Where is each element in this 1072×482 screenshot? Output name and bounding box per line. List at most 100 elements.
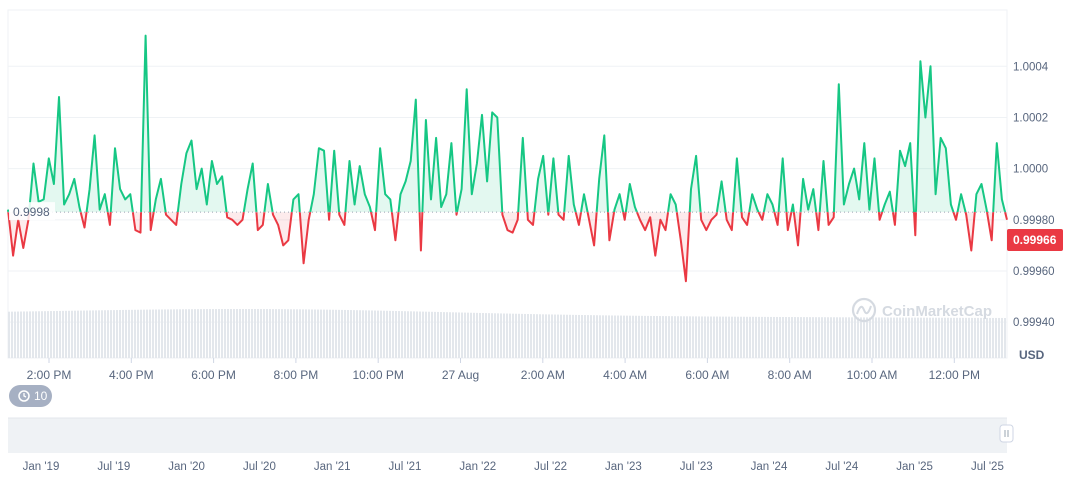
volume-bar [545, 314, 547, 358]
volume-bar [533, 314, 535, 358]
volume-bar [182, 309, 184, 358]
volume-bar [197, 309, 199, 358]
volume-bar [494, 313, 496, 358]
volume-bar [107, 310, 109, 358]
volume-bar [653, 315, 655, 358]
volume-bar [203, 309, 205, 358]
volume-bar [362, 310, 364, 358]
price-line-up [7, 34, 1007, 213]
navigator-tick-label: Jan '20 [168, 461, 205, 473]
navigator-handle[interactable] [999, 424, 1014, 443]
volume-bar [281, 309, 283, 358]
x-tick-label: 6:00 PM [191, 368, 236, 382]
volume-bar [245, 308, 247, 358]
volume-bar [683, 316, 685, 358]
volume-bar [227, 308, 229, 358]
volume-bar [935, 317, 937, 358]
volume-bar [23, 311, 25, 358]
volume-bar [365, 310, 367, 358]
volume-bar [83, 310, 85, 358]
volume-bar [785, 317, 787, 358]
volume-bar [89, 310, 91, 358]
volume-bar [836, 317, 838, 358]
navigator-tick-label: Jul '24 [825, 461, 858, 473]
volume-bar [740, 316, 742, 358]
y-tick-label: 1.0004 [1013, 61, 1049, 73]
volume-bar [62, 310, 64, 358]
volume-bar [572, 314, 574, 358]
volume-bar [422, 311, 424, 358]
volume-bar [884, 317, 886, 358]
volume-bar [662, 316, 664, 358]
volume-bar [287, 309, 289, 358]
volume-bar [827, 317, 829, 358]
volume-bar [596, 315, 598, 358]
volume-bar [734, 316, 736, 358]
current-price-badge [1007, 229, 1063, 251]
volume-bar [317, 309, 319, 358]
volume-bar [593, 315, 595, 358]
volume-bar [974, 317, 976, 358]
volume-bar [95, 310, 97, 358]
volume-bar [200, 309, 202, 358]
volume-bar [149, 309, 151, 358]
volume-bar [821, 317, 823, 358]
volume-bar [791, 317, 793, 358]
volume-bar [122, 309, 124, 358]
volume-bar [977, 317, 979, 358]
navigator-track[interactable] [8, 418, 1007, 453]
volume-bar [917, 317, 919, 358]
volume-bar [293, 309, 295, 358]
volume-bar [971, 317, 973, 358]
volume-bar [176, 309, 178, 358]
range-badge[interactable]: 10 [9, 385, 52, 407]
volume-bar [41, 311, 43, 358]
volume-bar [656, 316, 658, 358]
volume-bar [338, 309, 340, 358]
volume-bar [644, 315, 646, 358]
volume-bar [503, 313, 505, 358]
volume-bar [155, 309, 157, 358]
volume-bar [272, 309, 274, 358]
volume-bar [398, 311, 400, 358]
volume-bar [128, 309, 130, 358]
volume-bar [722, 316, 724, 358]
volume-bar [113, 310, 115, 358]
volume-bar [44, 311, 46, 358]
volume-bar [542, 314, 544, 358]
volume-bar [116, 310, 118, 358]
reference-label-bg [9, 202, 55, 221]
volume-bar [305, 309, 307, 358]
volume-bar [923, 317, 925, 358]
volume-bar [896, 317, 898, 358]
volume-bar [179, 309, 181, 358]
volume-bar [77, 310, 79, 358]
area-down [8, 212, 1007, 282]
coinmarketcap-logo-mark [856, 305, 872, 315]
volume-bar [905, 317, 907, 358]
volume-bar [425, 311, 427, 358]
volume-bar [938, 317, 940, 358]
volume-bar [353, 310, 355, 358]
volume-bar [860, 317, 862, 358]
volume-bar [578, 314, 580, 358]
volume-bar [878, 317, 880, 358]
reference-value-label: 0.9998 [13, 205, 50, 219]
volume-bar [371, 310, 373, 358]
volume-bar [557, 314, 559, 358]
volume-bar [515, 313, 517, 358]
volume-bar [890, 317, 892, 358]
volume-bar [188, 309, 190, 358]
range-badge-bg[interactable] [9, 385, 52, 407]
volume-bar [668, 316, 670, 358]
volume-bar [251, 309, 253, 358]
volume-bar [239, 308, 241, 358]
volume-bar [215, 309, 217, 358]
volume-bar [260, 309, 262, 358]
volume-bar [257, 309, 259, 358]
volume-bar [407, 311, 409, 358]
navigator-handle-body[interactable] [999, 424, 1014, 443]
volume-bar [98, 310, 100, 358]
volume-bar [440, 312, 442, 358]
x-tick-label: 4:00 AM [603, 368, 647, 382]
